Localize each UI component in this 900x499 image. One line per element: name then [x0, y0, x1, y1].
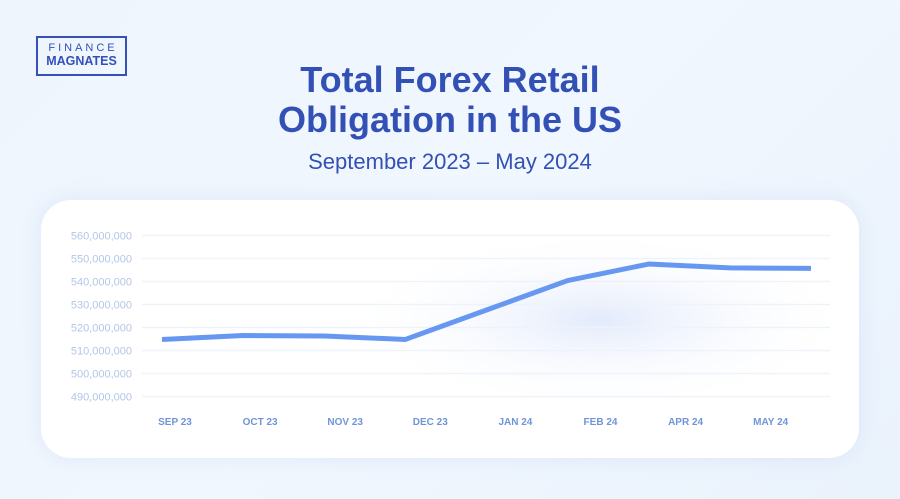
y-tick-label: 520,000,000: [71, 323, 132, 335]
y-tick-label: 510,000,000: [71, 346, 132, 358]
y-tick-label: 560,000,000: [71, 231, 132, 243]
x-tick-label: MAY 24: [753, 417, 788, 428]
background-glow: [340, 230, 860, 410]
title-line2: Obligation in the US: [278, 99, 622, 140]
y-tick-label: 500,000,000: [71, 369, 132, 381]
logo-line1: FINANCE: [48, 42, 118, 54]
x-tick-label: OCT 23: [243, 417, 278, 428]
title-line1: Total Forex Retail: [300, 59, 600, 100]
x-tick-label: NOV 23: [327, 417, 363, 428]
x-tick-label: JAN 24: [498, 417, 532, 428]
y-tick-label: 540,000,000: [71, 277, 132, 289]
chart-subtitle: September 2023 – May 2024: [308, 149, 592, 174]
y-tick-label: 530,000,000: [71, 300, 132, 312]
x-tick-label: APR 24: [668, 417, 703, 428]
y-tick-label: 550,000,000: [71, 254, 132, 266]
x-tick-label: FEB 24: [584, 417, 618, 428]
chart-title: Total Forex Retail Obligation in the US: [0, 60, 900, 140]
x-tick-label: SEP 23: [158, 417, 192, 428]
finance-magnates-logo: FINANCE MAGNATES: [36, 36, 127, 76]
y-tick-label: 490,000,000: [71, 392, 132, 404]
x-tick-label: DEC 23: [413, 417, 448, 428]
logo-line2: MAGNATES: [46, 54, 117, 68]
